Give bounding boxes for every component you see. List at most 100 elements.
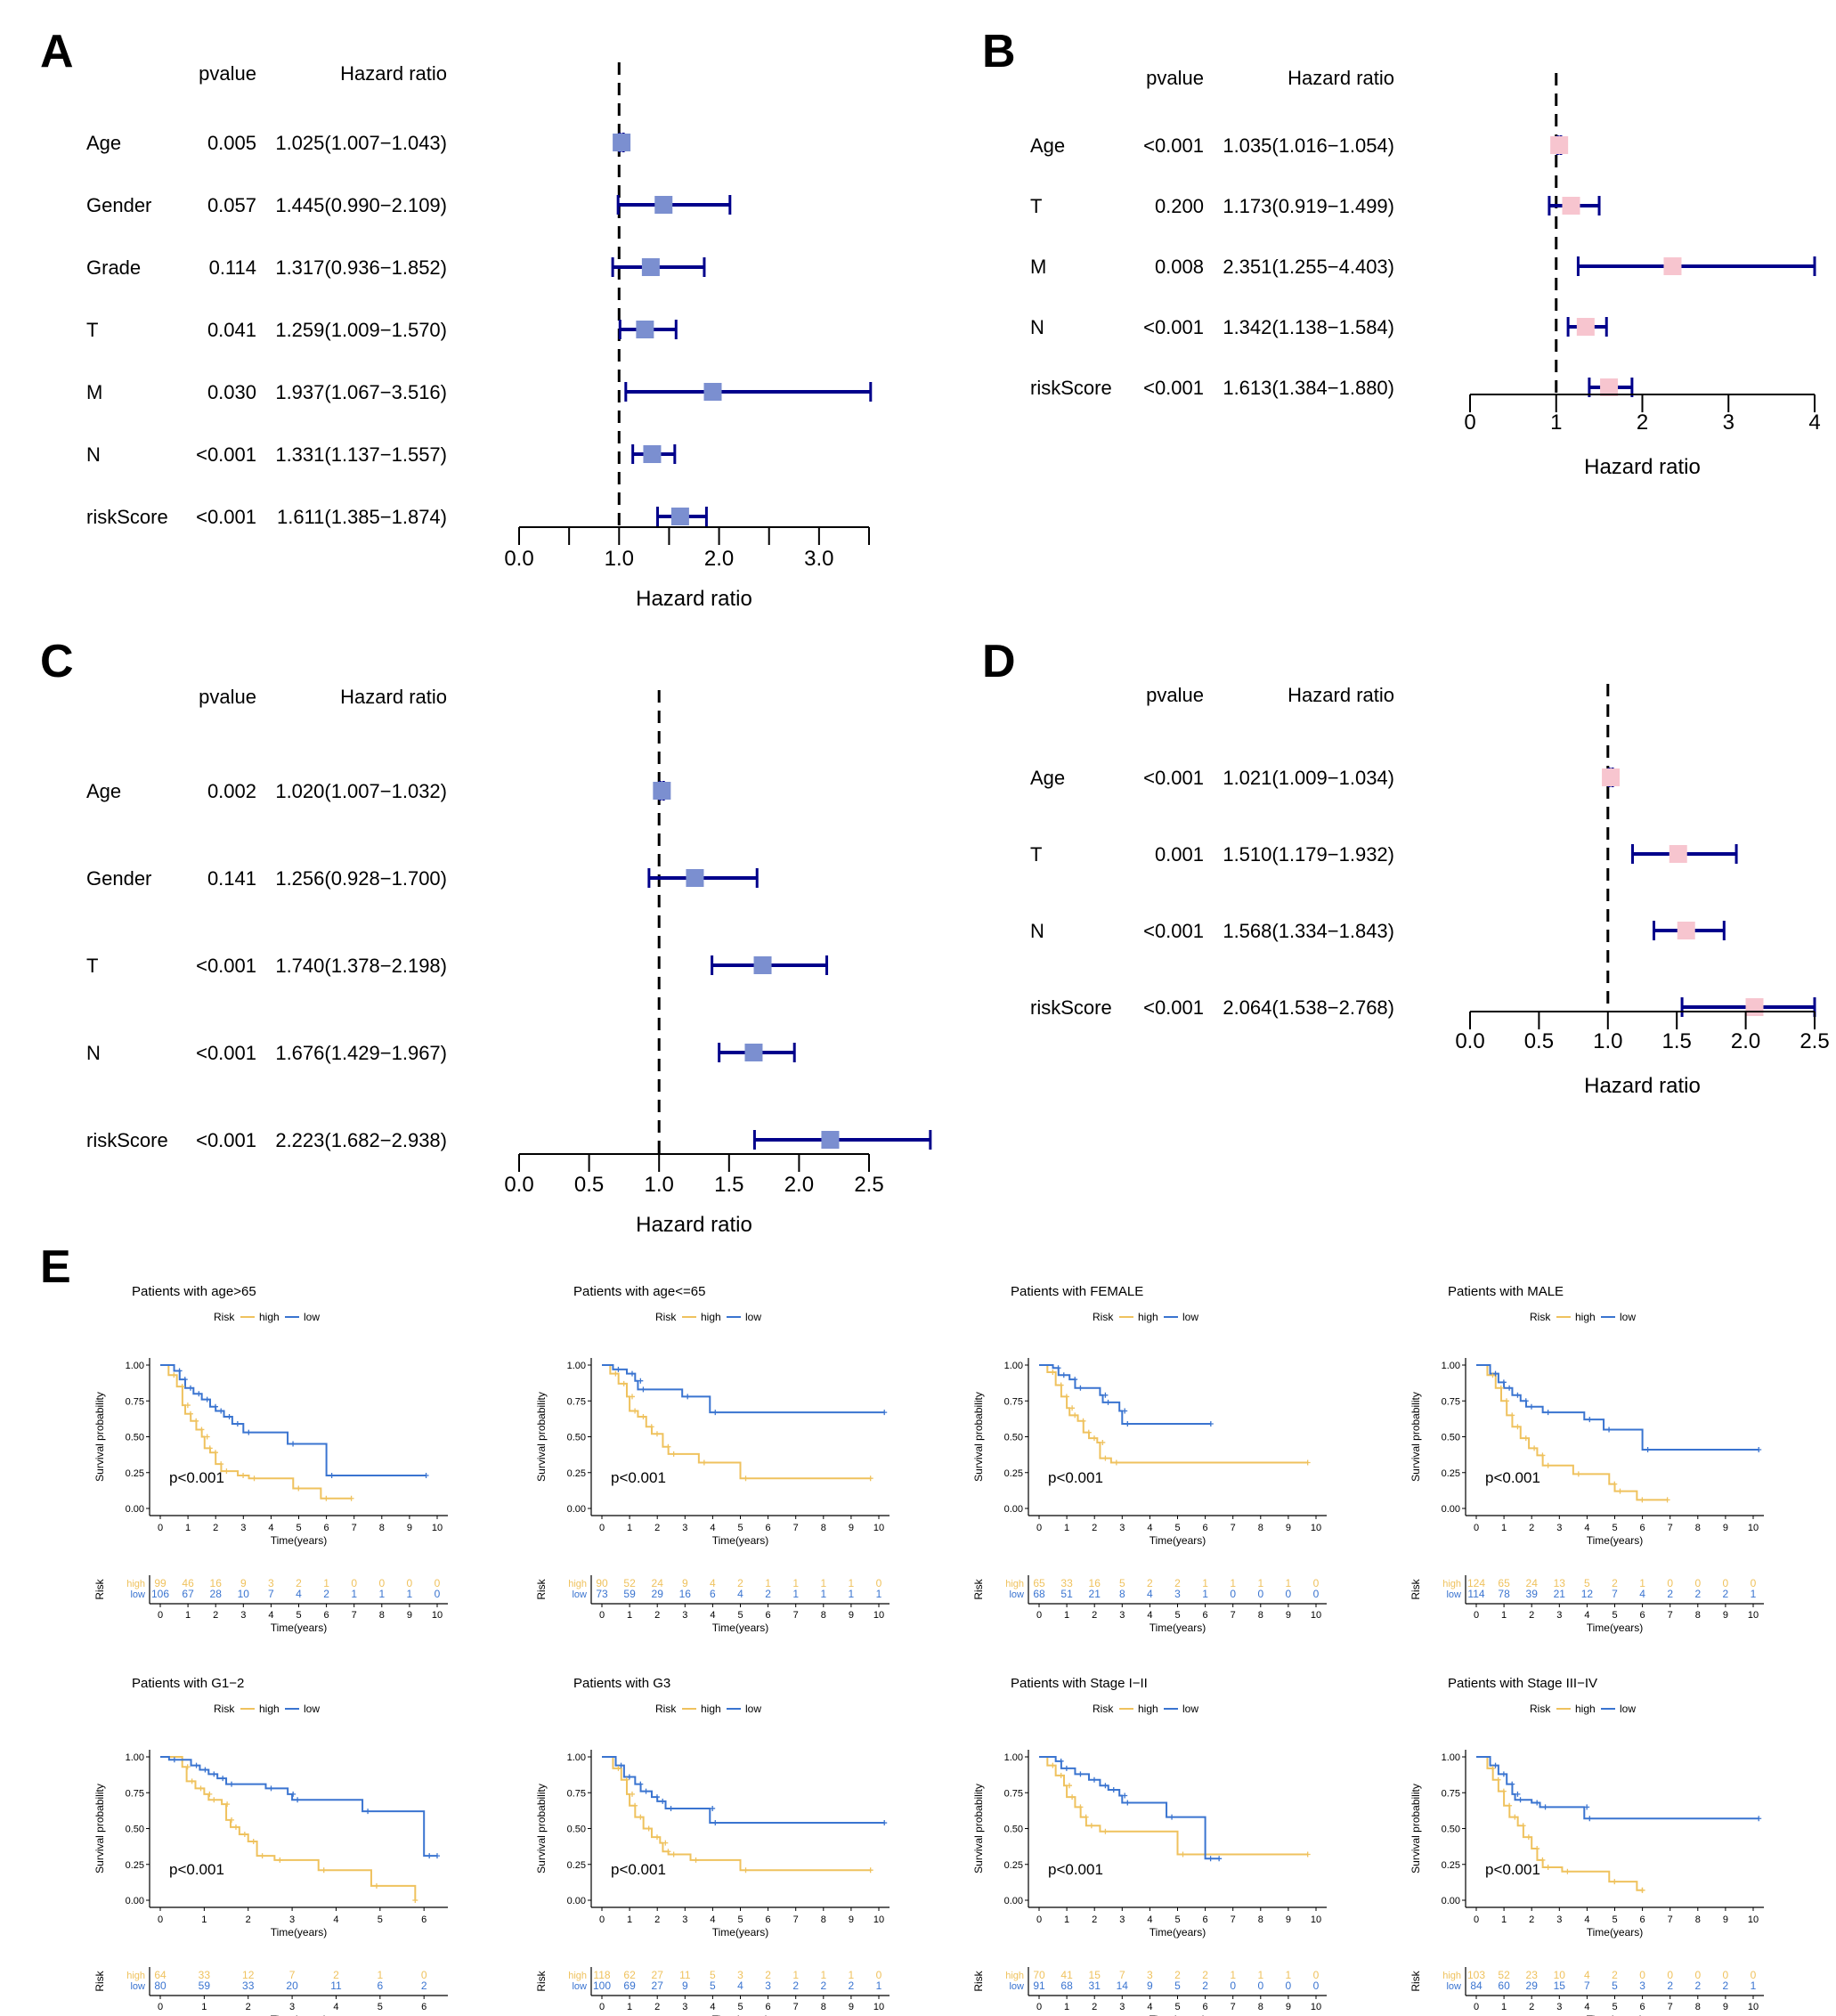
- risk-count-low: 1: [1751, 1979, 1757, 1992]
- x-tick-label: 0: [1036, 1523, 1042, 1533]
- censor-mark-low: [234, 1421, 240, 1427]
- risk-count-high: 11: [679, 1969, 691, 1981]
- x-tick-label: 1: [627, 1914, 632, 1925]
- legend-label-low: low: [745, 1311, 761, 1323]
- censor-mark-high: [1520, 1823, 1526, 1829]
- censor-mark-high: [321, 1867, 327, 1874]
- y-axis-label: Survival probability: [535, 1784, 548, 1874]
- risk-table-x-tick-label: 9: [1286, 2002, 1291, 2012]
- hr-box: [821, 1131, 840, 1149]
- row-label: T: [1030, 195, 1042, 217]
- x-tick-label: 7: [1668, 1914, 1673, 1925]
- hr-box: [643, 445, 662, 463]
- censor-mark-low: [329, 1472, 335, 1478]
- x-tick-label: 6: [1203, 1523, 1208, 1533]
- censor-mark-high: [1077, 1804, 1084, 1810]
- row-pvalue: 0.200: [1155, 195, 1204, 217]
- censor-mark-low: [1542, 1804, 1548, 1810]
- forest-row: riskScore <0.001 2.223(1.682−2.938): [86, 1129, 932, 1151]
- risk-table-x-tick-label: 7: [1231, 2002, 1236, 2012]
- forest-row: Gender 0.057 1.445(0.990−2.109): [86, 194, 732, 216]
- censor-mark-high: [348, 1495, 354, 1501]
- risk-count-high: 1: [323, 1577, 329, 1589]
- censor-mark-high: [662, 1840, 669, 1846]
- censor-mark-low: [1207, 1421, 1214, 1427]
- y-axis-label: Survival probability: [535, 1392, 548, 1482]
- x-tick-label: 2: [1092, 1523, 1097, 1533]
- censor-mark-high: [1063, 1394, 1069, 1400]
- x-axis-label: Time(years): [1587, 1926, 1644, 1939]
- risk-count-low: 2: [323, 1588, 329, 1600]
- risk-table-x-tick-label: 0: [1036, 2002, 1042, 2012]
- y-axis-label: Survival probability: [93, 1392, 106, 1482]
- censor-mark-low: [618, 1762, 624, 1768]
- risk-count-high: 0: [1667, 1577, 1673, 1589]
- risk-table-y-label: Risk: [93, 1578, 106, 1599]
- x-tick-label: 3: [1556, 1523, 1562, 1533]
- x-tick-label: 4: [1147, 1523, 1152, 1533]
- x-tick-label: 6: [1203, 1914, 1208, 1925]
- risk-count-high: 12: [242, 1969, 255, 1981]
- risk-count-high: 24: [1526, 1577, 1539, 1589]
- censor-mark-low: [1756, 1446, 1762, 1452]
- risk-table-x-tick-label: 6: [766, 1610, 771, 1621]
- risk-count-low: 2: [1694, 1979, 1701, 1992]
- censor-mark-high: [615, 1765, 621, 1771]
- row-hazard-ratio: 2.064(1.538−2.768): [1223, 996, 1394, 1019]
- x-tick-label: 7: [1668, 1523, 1673, 1533]
- censor-mark-low: [204, 1396, 210, 1402]
- row-pvalue: <0.001: [196, 506, 256, 528]
- panel-label: B: [982, 26, 1016, 77]
- censor-mark-high: [693, 1857, 699, 1863]
- risk-table-x-axis-label: Time(years): [1150, 1622, 1206, 1634]
- censor-mark-high: [211, 1797, 217, 1803]
- risk-table-x-tick-label: 10: [873, 2002, 884, 2012]
- hr-box: [654, 196, 673, 214]
- risk-count-low: 0: [1286, 1588, 1292, 1600]
- censor-mark-low: [1584, 1804, 1590, 1810]
- y-tick-label: 0.00: [126, 1504, 144, 1515]
- y-tick-label: 0.50: [1442, 1825, 1460, 1835]
- censor-mark-low: [1216, 1856, 1223, 1862]
- risk-table-x-tick-label: 5: [1174, 1610, 1180, 1621]
- risk-table-x-tick-label: 1: [1501, 1610, 1507, 1621]
- y-tick-label: 0.75: [1004, 1788, 1023, 1799]
- censor-mark-low: [295, 1797, 301, 1803]
- risk-count-high: 2: [1174, 1577, 1181, 1589]
- risk-table-x-axis-label: Time(years): [1587, 2013, 1644, 2016]
- risk-count-low: 39: [1526, 1588, 1539, 1600]
- x-tick-label: 8: [1695, 1914, 1701, 1925]
- x-tick-label: 9: [1723, 1914, 1728, 1925]
- y-tick-label: 0.75: [567, 1396, 586, 1407]
- censor-mark-low: [290, 1791, 297, 1797]
- x-tick-label: 7: [1231, 1523, 1236, 1533]
- risk-count-low: 2: [1723, 1979, 1729, 1992]
- x-tick-label: 7: [793, 1523, 799, 1533]
- risk-table-x-tick-label: 8: [821, 1610, 826, 1621]
- risk-count-high: 0: [351, 1577, 357, 1589]
- censor-mark-high: [670, 1851, 677, 1857]
- risk-count-high: 1: [849, 1577, 855, 1589]
- censor-mark-high: [204, 1434, 210, 1440]
- risk-count-low: 1: [1202, 1588, 1208, 1600]
- p-value: p<0.001: [169, 1861, 224, 1878]
- risk-table-x-tick-label: 10: [432, 1610, 443, 1621]
- censor-mark-low: [1587, 1417, 1593, 1423]
- censor-mark-low: [629, 1370, 635, 1377]
- risk-count-high: 0: [435, 1577, 441, 1589]
- x-tick-label: 1: [185, 1523, 191, 1533]
- risk-count-low: 1: [792, 1588, 799, 1600]
- censor-mark-low: [1515, 1791, 1521, 1797]
- row-label: N: [86, 1042, 101, 1064]
- risk-count-low: 0: [1286, 1979, 1292, 1992]
- risk-count-high: 1: [1286, 1577, 1292, 1589]
- risk-count-high: 5: [1119, 1577, 1125, 1589]
- censor-mark-high: [184, 1402, 191, 1409]
- risk-count-low: 2: [1667, 1979, 1673, 1992]
- censor-mark-low: [187, 1385, 193, 1391]
- column-header-pvalue: pvalue: [1146, 684, 1204, 706]
- row-hazard-ratio: 1.025(1.007−1.043): [275, 132, 447, 154]
- km-title: Patients with Stage III−IV: [1448, 1676, 1597, 1691]
- risk-count-high: 0: [1313, 1969, 1320, 1981]
- censor-mark-high: [224, 1801, 231, 1808]
